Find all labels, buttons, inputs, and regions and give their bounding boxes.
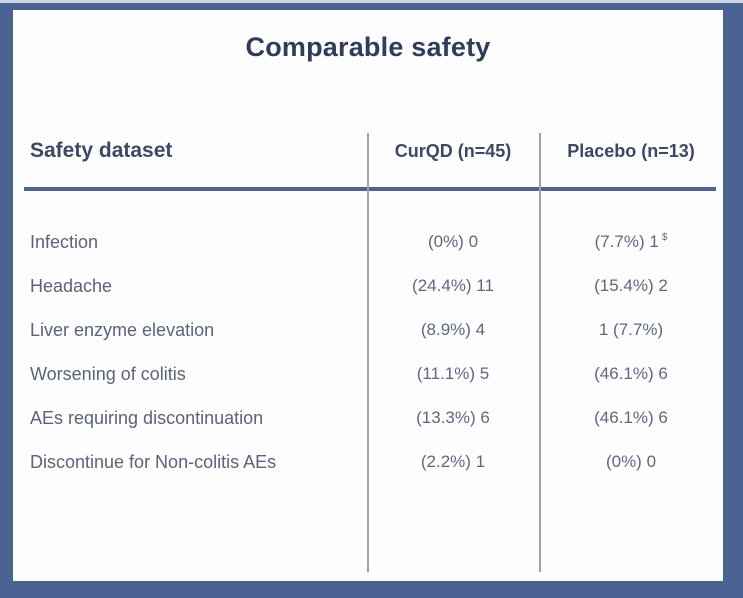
safety-table-card: Comparable safety Safety dataset CurQD (… — [13, 10, 723, 581]
placebo-value: 1 (7.7%) — [598, 320, 664, 339]
placebo-value: (46.1%) 6 — [594, 364, 668, 383]
curqd-value: (2.2%) 1 — [420, 452, 486, 471]
table-row: Liver enzyme elevation (8.9%) 4 1 (7.7%) — [13, 308, 723, 352]
row-label: AEs requiring discontinuation — [30, 407, 264, 428]
table-body: Infection (0%) 0 (7.7%) 1 $ Headache (24.… — [13, 220, 723, 484]
column-divider-1 — [367, 133, 369, 572]
curqd-value: (11.1%) 5 — [416, 364, 490, 383]
curqd-value: (24.4%) 11 — [412, 276, 494, 295]
header-separator-rule — [24, 187, 716, 191]
footnote-marker: $ — [661, 232, 668, 244]
table-row: AEs requiring discontinuation (13.3%) 6 … — [13, 396, 723, 440]
row-label: Infection — [30, 231, 99, 252]
curqd-value: (8.9%) 4 — [420, 320, 486, 339]
row-label: Liver enzyme elevation — [30, 319, 215, 340]
row-label: Worsening of colitis — [30, 363, 186, 384]
placebo-value: (0%) 0 — [605, 452, 657, 471]
curqd-value: (13.3%) 6 — [416, 408, 490, 427]
slide-top-edge-sliver — [0, 0, 743, 3]
column-header-placebo: Placebo (n=13) — [567, 140, 695, 161]
page-title: Comparable safety — [245, 32, 491, 62]
column-divider-2 — [539, 133, 541, 572]
column-header-curqd: CurQD (n=45) — [394, 140, 512, 161]
column-header-safety-dataset: Safety dataset — [30, 139, 173, 162]
row-label: Discontinue for Non-colitis AEs — [30, 451, 277, 472]
row-label: Headache — [30, 275, 113, 296]
table-row: Infection (0%) 0 (7.7%) 1 $ — [13, 220, 723, 264]
table-row: Worsening of colitis (11.1%) 5 (46.1%) 6 — [13, 352, 723, 396]
table-row: Discontinue for Non-colitis AEs (2.2%) 1… — [13, 440, 723, 484]
placebo-value: (7.7%) 1 $ — [594, 232, 668, 251]
placebo-value: (46.1%) 6 — [594, 408, 668, 427]
curqd-value: (0%) 0 — [427, 232, 479, 251]
table-header-row: Safety dataset CurQD (n=45) Placebo (n=1… — [13, 134, 723, 168]
table-row: Headache (24.4%) 11 (15.4%) 2 — [13, 264, 723, 308]
placebo-value: (15.4%) 2 — [594, 276, 668, 295]
